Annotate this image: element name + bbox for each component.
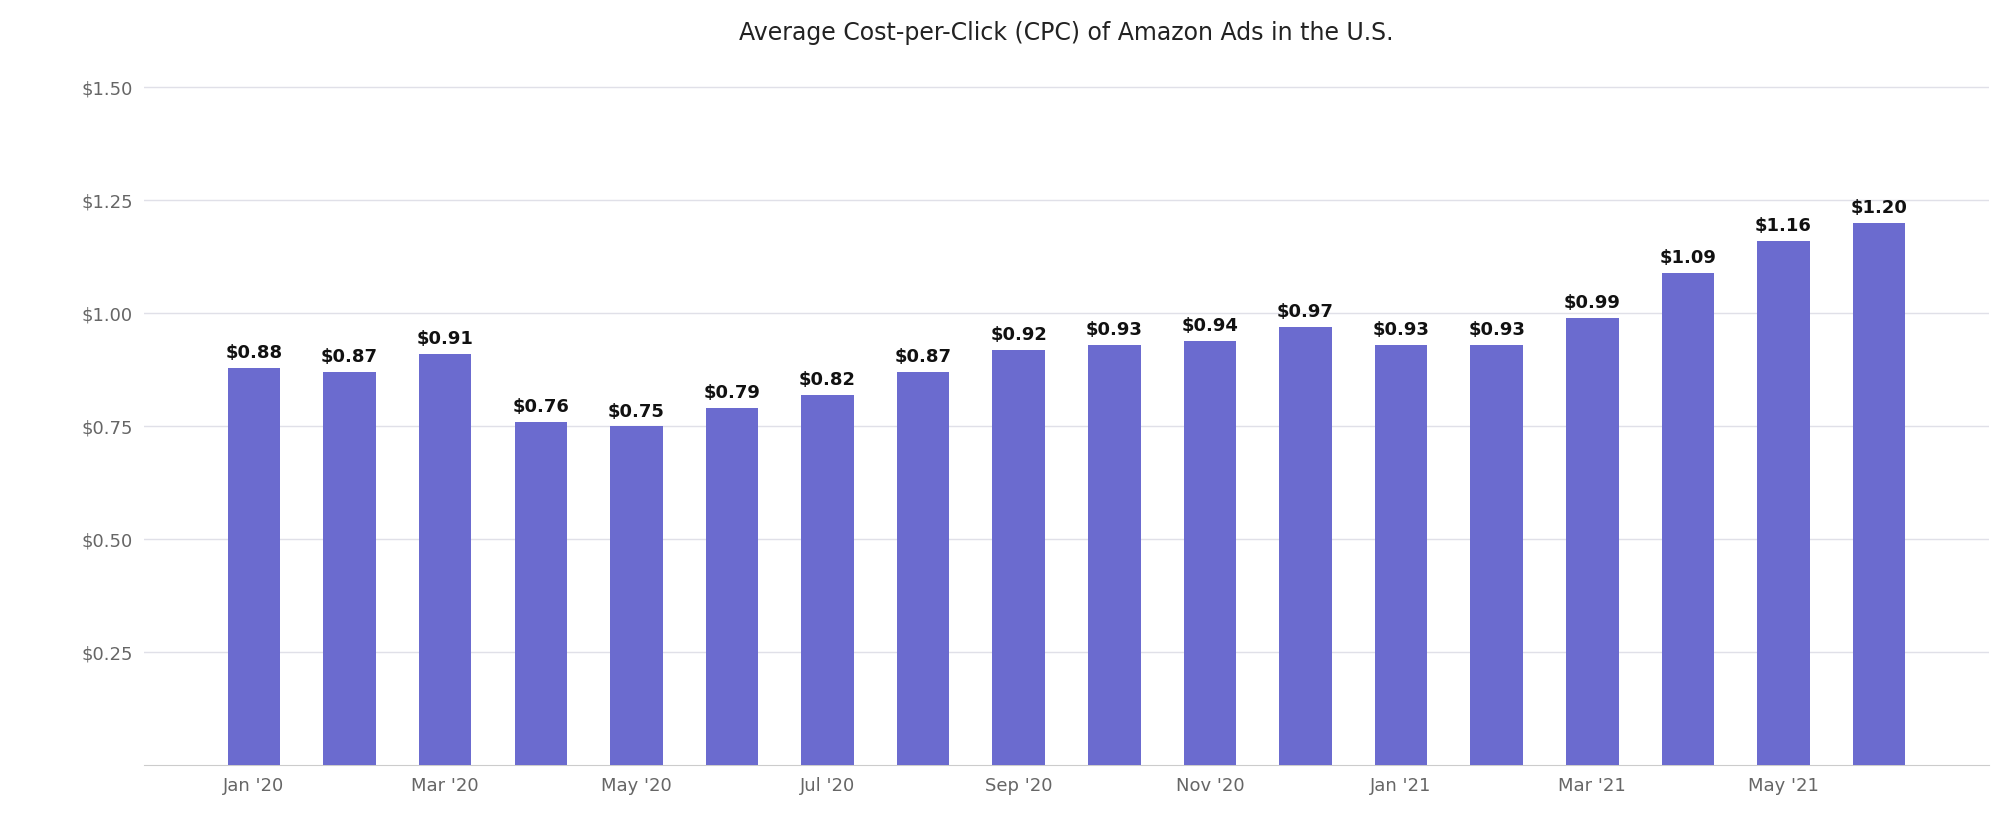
- Text: $0.79: $0.79: [704, 384, 760, 403]
- Bar: [706, 409, 758, 765]
- Text: $0.91: $0.91: [416, 330, 474, 349]
- Title: Average Cost-per-Click (CPC) of Amazon Ads in the U.S.: Average Cost-per-Click (CPC) of Amazon A…: [740, 21, 1393, 45]
- Bar: [896, 372, 949, 765]
- Bar: [1375, 345, 1427, 765]
- Bar: [227, 368, 279, 765]
- Text: $0.88: $0.88: [225, 344, 283, 362]
- Bar: [993, 349, 1045, 765]
- Bar: [1184, 340, 1236, 765]
- Text: $0.76: $0.76: [513, 398, 569, 416]
- Bar: [418, 354, 472, 765]
- Text: $1.09: $1.09: [1660, 249, 1717, 267]
- Text: $0.93: $0.93: [1373, 321, 1429, 339]
- Text: $0.87: $0.87: [322, 349, 378, 366]
- Text: $0.82: $0.82: [800, 371, 856, 389]
- Bar: [1471, 345, 1524, 765]
- Text: $0.93: $0.93: [1467, 321, 1526, 339]
- Text: $0.87: $0.87: [894, 349, 951, 366]
- Text: $0.75: $0.75: [607, 403, 665, 420]
- Bar: [1087, 345, 1140, 765]
- Text: $1.16: $1.16: [1755, 217, 1811, 235]
- Text: $0.94: $0.94: [1182, 317, 1238, 334]
- Bar: [515, 422, 567, 765]
- Text: $0.99: $0.99: [1564, 294, 1620, 312]
- Bar: [611, 427, 663, 765]
- Bar: [1662, 273, 1715, 765]
- Bar: [1853, 223, 1905, 765]
- Text: $0.92: $0.92: [991, 325, 1047, 344]
- Text: $0.97: $0.97: [1276, 303, 1335, 321]
- Bar: [802, 395, 854, 765]
- Text: $1.20: $1.20: [1851, 199, 1907, 217]
- Bar: [1757, 241, 1809, 765]
- Text: $0.93: $0.93: [1085, 321, 1144, 339]
- Bar: [1278, 327, 1333, 765]
- Bar: [1566, 318, 1618, 765]
- Bar: [324, 372, 376, 765]
